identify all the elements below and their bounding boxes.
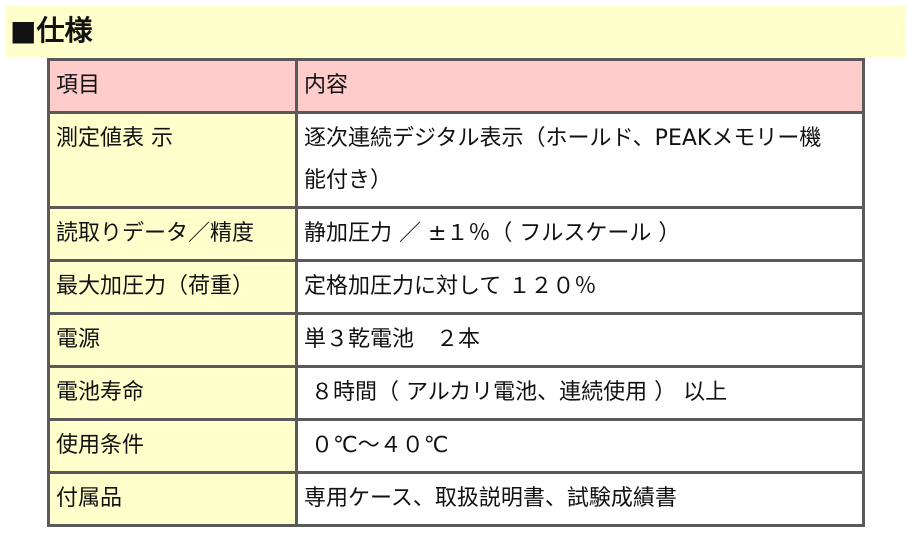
row-value: 専用ケース、取扱説明書、試験成績書 xyxy=(295,471,865,527)
table-row: 読取りデータ／精度 静加圧力 ／ ±１％（ フルスケール ） xyxy=(47,206,865,262)
row-key: 使用条件 xyxy=(47,418,298,474)
row-key: 測定値表 示 xyxy=(47,111,298,209)
table-row: 測定値表 示 逐次連続デジタル表示（ホールド、PEAKメモリー機能付き） xyxy=(47,111,865,209)
row-key: 読取りデータ／精度 xyxy=(47,206,298,262)
row-key: 付属品 xyxy=(47,471,298,527)
row-value: ８時間（ アルカリ電池、連続使用 ） 以上 xyxy=(295,365,865,421)
row-value: 静加圧力 ／ ±１％（ フルスケール ） xyxy=(295,206,865,262)
row-key: 最大加圧力（荷重） xyxy=(47,259,298,315)
table-row: 最大加圧力（荷重） 定格加圧力に対して １２０％ xyxy=(47,259,865,315)
table-header-row: 項目 内容 xyxy=(47,58,865,114)
header-content: 内容 xyxy=(295,58,865,114)
table-row: 電池寿命 ８時間（ アルカリ電池、連続使用 ） 以上 xyxy=(47,365,865,421)
row-key: 電池寿命 xyxy=(47,365,298,421)
row-value: 定格加圧力に対して １２０％ xyxy=(295,259,865,315)
header-item: 項目 xyxy=(47,58,298,114)
spec-table: 項目 内容 測定値表 示 逐次連続デジタル表示（ホールド、PEAKメモリー機能付… xyxy=(47,58,865,527)
row-key: 電源 xyxy=(47,312,298,368)
row-value: ０℃～４０℃ xyxy=(295,418,865,474)
section-title-bar: ■仕様 xyxy=(6,6,906,57)
row-value: 逐次連続デジタル表示（ホールド、PEAKメモリー機能付き） xyxy=(295,111,865,209)
section-title: ■仕様 xyxy=(10,14,93,47)
row-value: 単３乾電池 ２本 xyxy=(295,312,865,368)
table-row: 使用条件 ０℃～４０℃ xyxy=(47,418,865,474)
table-row: 付属品 専用ケース、取扱説明書、試験成績書 xyxy=(47,471,865,527)
table-row: 電源 単３乾電池 ２本 xyxy=(47,312,865,368)
